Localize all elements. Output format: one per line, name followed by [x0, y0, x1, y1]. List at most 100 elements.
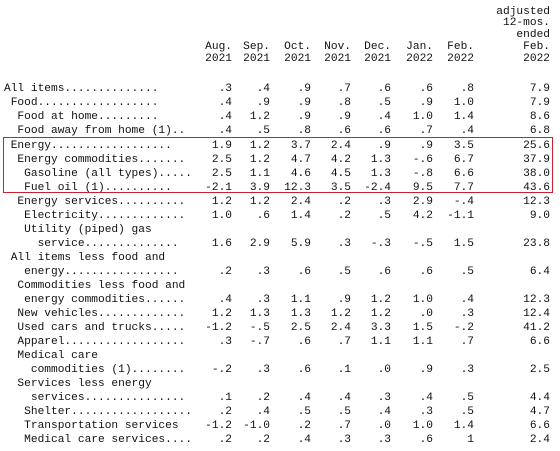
table-cell: 4.7 — [290, 154, 311, 166]
table-cell: 1 — [467, 434, 474, 446]
table-cell: 1.1 — [412, 336, 433, 348]
table-cell: .4 — [256, 406, 270, 418]
table-cell: 4.5 — [330, 168, 351, 180]
table-cell: 6.7 — [453, 154, 474, 166]
table-cell: .6 — [256, 210, 270, 222]
table-cell: -2.4 — [364, 182, 391, 194]
table-cell: .3 — [460, 364, 474, 376]
table-cell: 12.3 — [284, 182, 311, 194]
table-cell: 1.4 — [290, 210, 311, 222]
table-cell: .6 — [419, 434, 433, 446]
table-cell: 1.5 — [412, 322, 433, 334]
table-cell: 1.0 — [211, 210, 232, 222]
table-cell: .5 — [337, 406, 351, 418]
table-cell: 1.0 — [412, 420, 433, 432]
table-cell: 6.6 — [529, 420, 550, 432]
table-cell: .6 — [297, 266, 311, 278]
column-header-line: Jan. — [406, 41, 433, 53]
table-cell: .4 — [218, 294, 232, 306]
table-cell: .5 — [256, 125, 270, 137]
table-cell: 1.1 — [290, 294, 311, 306]
row-label: Food.................. — [4, 97, 159, 109]
table-cell: .4 — [256, 83, 270, 95]
row-label: Transportation services — [4, 420, 179, 432]
table-cell: 8.6 — [529, 111, 550, 123]
column-header-line: 2022 — [523, 53, 550, 65]
table-cell: .5 — [460, 392, 474, 404]
table-cell: 1.3 — [290, 308, 311, 320]
table-cell: 43.6 — [523, 182, 550, 194]
column-header-line: 2021 — [284, 53, 311, 65]
table-cell: .7 — [460, 336, 474, 348]
column-header-line: ended — [516, 29, 550, 41]
table-cell: -.7 — [249, 336, 270, 348]
table-cell: 9.5 — [412, 182, 433, 194]
table-cell: 12.3 — [523, 294, 550, 306]
table-cell: -.8 — [412, 168, 433, 180]
table-cell: .6 — [419, 266, 433, 278]
table-cell: 1.4 — [453, 420, 474, 432]
table-cell: 7.9 — [529, 83, 550, 95]
table-cell: .9 — [377, 140, 391, 152]
table-cell: 2.5 — [211, 154, 232, 166]
table-cell: 2.4 — [330, 322, 351, 334]
table-cell: .5 — [297, 406, 311, 418]
table-cell: .5 — [377, 210, 391, 222]
table-cell: 1.9 — [211, 140, 232, 152]
table-cell: 6.8 — [529, 125, 550, 137]
row-label: services............... — [4, 392, 186, 404]
table-cell: .4 — [218, 97, 232, 109]
table-cell: .7 — [337, 420, 351, 432]
column-header-line: 2021 — [243, 53, 270, 65]
table-cell: 1.2 — [249, 111, 270, 123]
table-cell: 1.4 — [453, 111, 474, 123]
table-cell: 1.3 — [249, 308, 270, 320]
table-cell: 2.5 — [211, 168, 232, 180]
table-cell: .6 — [419, 83, 433, 95]
table-cell: -.2 — [453, 322, 474, 334]
table-cell: 4.2 — [330, 154, 351, 166]
column-header-line: Feb. — [447, 41, 474, 53]
table-cell: 2.5 — [290, 322, 311, 334]
table-cell: .9 — [256, 97, 270, 109]
table-cell: 4.7 — [529, 406, 550, 418]
table-cell: 1.1 — [249, 168, 270, 180]
table-cell: -1.2 — [205, 420, 232, 432]
table-cell: .3 — [460, 308, 474, 320]
table-cell: 3.5 — [453, 140, 474, 152]
table-cell: .2 — [297, 420, 311, 432]
row-label: Electricity............. — [4, 210, 186, 222]
table-cell: 4.6 — [290, 168, 311, 180]
table-cell: 4.4 — [529, 392, 550, 404]
table-cell: .2 — [218, 406, 232, 418]
table-cell: .2 — [337, 210, 351, 222]
table-cell: -.3 — [370, 238, 391, 250]
table-cell: -2.1 — [205, 182, 232, 194]
row-label: Utility (piped) gas — [4, 224, 152, 236]
table-cell: .2 — [218, 434, 232, 446]
table-cell: 1.5 — [453, 238, 474, 250]
table-cell: .4 — [337, 392, 351, 404]
row-label: Commodities less food and — [4, 280, 186, 292]
table-cell: 1.2 — [249, 196, 270, 208]
column-header-line: 2022 — [406, 53, 433, 65]
energy-highlight-box — [3, 137, 553, 193]
table-cell: .5 — [377, 97, 391, 109]
row-label: Energy.................. — [4, 140, 172, 152]
row-label: All items less food and — [4, 252, 166, 264]
table-cell: .1 — [218, 392, 232, 404]
table-cell: 2.5 — [529, 364, 550, 376]
column-header-line: Dec. — [364, 41, 391, 53]
table-cell: 3.7 — [290, 140, 311, 152]
table-cell: 3.5 — [330, 182, 351, 194]
table-cell: -1.2 — [205, 322, 232, 334]
table-cell: .9 — [419, 364, 433, 376]
table-cell: 6.4 — [529, 266, 550, 278]
column-header-line: 12-mos. — [503, 17, 550, 29]
table-cell: .6 — [377, 83, 391, 95]
table-cell: .6 — [297, 336, 311, 348]
column-header-line: Sep. — [243, 41, 270, 53]
table-cell: 41.2 — [523, 322, 550, 334]
table-cell: .7 — [419, 125, 433, 137]
table-cell: .0 — [377, 364, 391, 376]
